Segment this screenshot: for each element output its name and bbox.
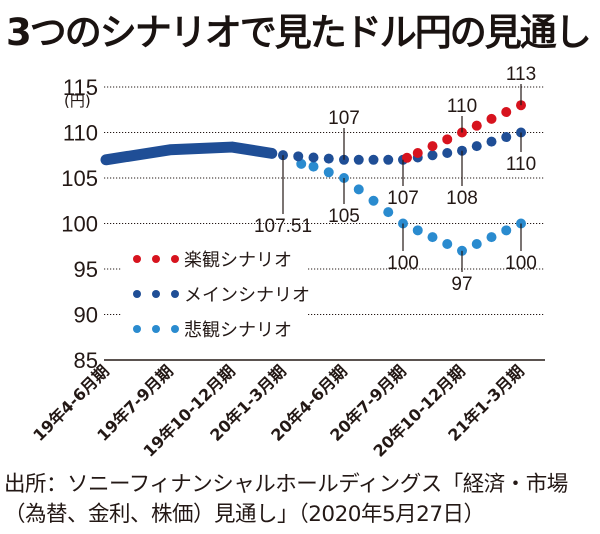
- legend-marker: [133, 255, 141, 263]
- y-tick-label: 105: [61, 166, 98, 191]
- series-dot: [442, 238, 453, 249]
- series-dot: [383, 207, 394, 218]
- legend-marker: [152, 290, 160, 298]
- series-dot: [442, 134, 453, 145]
- data-labels: 107.51 107 105 107 100 110 108 97 113 110 100: [254, 64, 537, 295]
- data-label: 107.51: [254, 216, 312, 237]
- series-dot: [486, 113, 497, 124]
- chart-title: 3つのシナリオで見たドル円の見通し: [6, 11, 592, 54]
- legend-marker: [152, 325, 160, 333]
- legend-marker: [152, 255, 160, 263]
- series-dot: [501, 107, 512, 118]
- series-dot: [442, 147, 453, 158]
- series-dot: [353, 184, 364, 195]
- data-label: 107: [328, 108, 360, 129]
- x-axis-ticks: 19年4-6月期19年7-9月期19年10-12月期20年1-3月期20年4-6…: [29, 361, 528, 460]
- data-label: 97: [451, 274, 472, 295]
- series-dot: [471, 120, 482, 131]
- series-dot: [293, 151, 304, 162]
- series-dot: [471, 141, 482, 152]
- y-tick-label: 115: [63, 75, 98, 100]
- y-tick-label: 110: [63, 121, 98, 146]
- series-dot: [323, 167, 334, 178]
- series-dot: [427, 150, 438, 161]
- legend-label: 悲観シナリオ: [184, 320, 292, 341]
- y-tick-label: 85: [74, 348, 98, 373]
- series-dot: [412, 147, 423, 158]
- legend-label: 楽観シナリオ: [184, 250, 292, 271]
- y-tick-label: 100: [61, 212, 98, 237]
- series-dot: [353, 154, 364, 165]
- data-label: 107: [387, 188, 419, 209]
- series-dot: [412, 225, 423, 236]
- chart: 115 110 105 100 95 90 85 (円) 19年4-6月期19年7-9月期1…: [29, 64, 545, 461]
- series-dot: [501, 225, 512, 236]
- y-axis-ticks: 115 110 105 100 95 90 85: [61, 75, 98, 373]
- series-dot: [308, 161, 319, 172]
- data-label: 110: [506, 154, 536, 175]
- legend-box: [122, 237, 308, 341]
- series-dot: [471, 238, 482, 249]
- legend-marker: [171, 290, 179, 298]
- data-label: 100: [387, 253, 419, 274]
- series-dot: [501, 132, 512, 143]
- series-dot: [296, 158, 307, 169]
- data-label: 110: [447, 96, 477, 117]
- y-axis-unit: (円): [64, 92, 91, 110]
- series-dot: [486, 232, 497, 243]
- legend-marker: [171, 325, 179, 333]
- data-label: 113: [506, 64, 536, 85]
- series-dot: [368, 195, 379, 206]
- source-note: 出所：ソニーフィナンシャルホールディングス「経済・市場 （為替、金利、株価）見通…: [4, 470, 568, 530]
- y-tick-label: 90: [74, 303, 98, 328]
- series-dot: [383, 154, 394, 165]
- series-dot: [308, 152, 319, 163]
- data-label: 108: [446, 188, 478, 209]
- data-label: 100: [505, 253, 537, 274]
- series-dot: [486, 136, 497, 147]
- data-point: [402, 152, 412, 163]
- series-lines: [100, 141, 278, 166]
- source-line-1: 出所：ソニーフィナンシャルホールディングス「経済・市場: [4, 472, 568, 497]
- series-dot: [427, 232, 438, 243]
- y-tick-label: 95: [74, 257, 98, 282]
- source-line-2: （為替、金利、株価）見通し」（2020年5月27日）: [4, 502, 485, 527]
- data-label: 105: [328, 206, 360, 227]
- series-dot: [368, 154, 379, 165]
- legend-label: メインシナリオ: [184, 285, 310, 306]
- series-dot: [427, 141, 438, 152]
- legend-marker: [171, 255, 179, 263]
- legend-marker: [133, 290, 141, 298]
- grid: [104, 86, 545, 361]
- series-dot: [323, 153, 334, 164]
- actual-line: [100, 141, 278, 166]
- legend-marker: [133, 325, 141, 333]
